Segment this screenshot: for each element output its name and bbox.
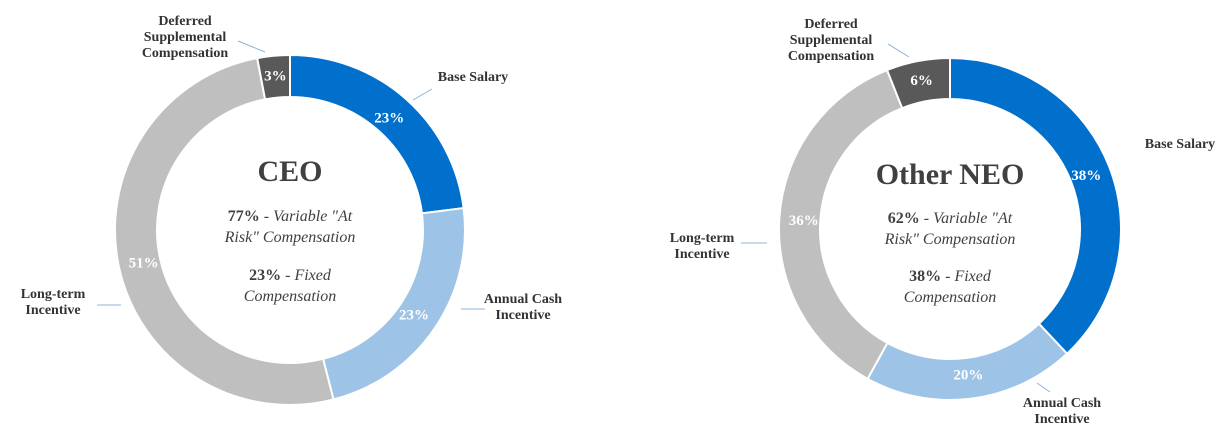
other-neo-dsc-category-label: Supplemental [790, 33, 873, 48]
other-neo-lti-category-label: Incentive [674, 247, 729, 262]
other-neo-slice-lti [778, 68, 904, 381]
other-neo-summary-variable-pct: 62% [888, 210, 920, 227]
other-neo-slice-dsc-value-label: 6% [910, 73, 933, 89]
ceo-summary-fixed-text2: Compensation [244, 288, 336, 305]
other-neo-summary-fixed-text: - Fixed [941, 268, 992, 285]
ceo-chart-title: CEO [257, 155, 322, 188]
other-neo-slice-aci-value-label: 20% [953, 367, 983, 383]
ceo-slice-lti-value-label: 51% [129, 256, 159, 272]
other-neo-summary-line: Compensation [904, 289, 996, 306]
other-neo-base-category-label: Base Salary [1145, 137, 1215, 152]
other-neo-chart-title: Other NEO [876, 158, 1025, 191]
ceo-summary-variable-text: - Variable "At [260, 208, 353, 225]
other-neo-slice-dsc [885, 56, 951, 110]
other-neo-aci-leader-line [1036, 382, 1051, 393]
other-neo-slice-lti-value-label: 36% [789, 213, 819, 229]
other-neo-slice-aci [866, 322, 1069, 402]
ceo-summary-variable-pct: 77% [228, 208, 260, 225]
other-neo-summary-variable-text: - Variable "At [920, 210, 1013, 227]
other-neo-summary-line: 62% - Variable "At [888, 210, 1013, 227]
ceo-dsc-category-label: Supplemental [144, 30, 227, 45]
other-neo-summary-fixed-text2: Compensation [904, 289, 996, 306]
ceo-lti-category-label: Long-term [21, 287, 86, 302]
ceo-summary-fixed-pct: 23% [249, 267, 281, 284]
ceo-slice-dsc [256, 53, 291, 101]
other-neo-lti-category-label: Long-term [670, 231, 735, 246]
ceo-summary-line: Compensation [244, 288, 336, 305]
other-neo-dsc-category-label: Deferred [804, 17, 858, 32]
other-neo-summary-line: 38% - Fixed [909, 268, 992, 285]
other-neo-dsc-leader-line [887, 43, 910, 58]
ceo-slice-lti [114, 56, 335, 406]
ceo-dsc-category-label: Deferred [158, 14, 212, 29]
ceo-base-category-label: Base Salary [438, 70, 508, 85]
ceo-aci-category-label: Incentive [495, 308, 550, 323]
other-neo-summary-fixed-pct: 38% [909, 268, 941, 285]
ceo-summary-variable-text2: Risk" Compensation [224, 229, 356, 246]
ceo-dsc-category-label: Compensation [142, 46, 229, 61]
ceo-aci-category-label: Annual Cash [484, 292, 562, 307]
ceo-summary-line: 23% - Fixed [249, 267, 332, 284]
ceo-summary-line: 77% - Variable "At [228, 208, 353, 225]
ceo-summary-fixed-text: - Fixed [281, 267, 332, 284]
ceo-lti-category-label: Incentive [25, 303, 80, 318]
other-neo-summary-variable-text2: Risk" Compensation [884, 231, 1016, 248]
ceo-slice-dsc-value-label: 3% [264, 69, 287, 85]
other-neo-summary-line: Risk" Compensation [884, 231, 1016, 248]
other-neo-slice-base-value-label: 38% [1071, 168, 1101, 184]
ceo-base-leader-line [412, 88, 433, 101]
other-neo-dsc-category-label: Compensation [788, 49, 875, 64]
ceo-summary-line: Risk" Compensation [224, 229, 356, 246]
other-neo-slice-base [949, 56, 1123, 356]
ceo-slice-base-value-label: 23% [374, 110, 404, 126]
ceo-dsc-leader-line [237, 40, 266, 53]
ceo-slice-aci-value-label: 23% [399, 307, 429, 323]
other-neo-aci-category-label: Annual Cash [1023, 396, 1101, 411]
other-neo-aci-category-label: Incentive [1034, 412, 1089, 427]
